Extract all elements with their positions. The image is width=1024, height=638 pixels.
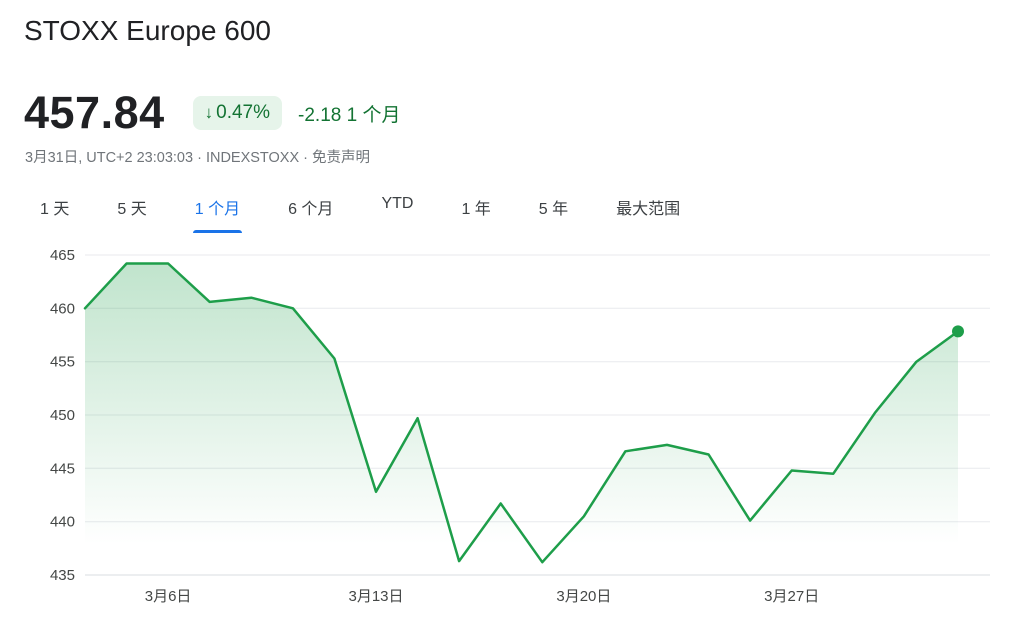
x-tick-label: 3月20日 <box>556 588 611 605</box>
page-title: STOXX Europe 600 <box>24 15 271 46</box>
price-area <box>85 263 958 575</box>
quote-meta: 3月31日, UTC+2 23:03:03 · INDEXSTOXX · 免责声… <box>25 146 1024 167</box>
tab-5y[interactable]: 5 年 <box>538 201 569 218</box>
y-tick-label: 460 <box>50 300 75 317</box>
chart-area: 435 440 445 450 455 460 465 3月6日 3月13日 3月20日 3月27日 <box>0 243 1024 623</box>
last-price-dot <box>952 325 964 338</box>
tab-6m[interactable]: 6 个月 <box>288 201 334 218</box>
y-tick-label: 455 <box>50 354 75 371</box>
y-tick-label: 435 <box>50 567 75 584</box>
x-tick-label: 3月27日 <box>764 588 819 605</box>
change-badge: ↓ 0.47% <box>192 96 283 130</box>
current-price: 457.84 <box>24 87 165 138</box>
tab-1y[interactable]: 1 年 <box>461 201 491 218</box>
quote-row: 457.84 ↓ 0.47% -2.18 1 个月 <box>24 90 1024 136</box>
tab-ytd[interactable]: YTD <box>381 195 414 212</box>
range-tabs: 1 天 5 天 1 个月 6 个月 YTD 1 年 5 年 最大范围 <box>40 195 1024 233</box>
y-tick-label: 445 <box>50 460 75 477</box>
disclaimer-link[interactable]: 免责声明 <box>312 150 371 166</box>
down-arrow-icon: ↓ <box>204 103 214 122</box>
quote-timestamp: 3月31日, UTC+2 23:03:03 · INDEXSTOXX · <box>25 150 313 166</box>
change-amount: -2.18 1 个月 <box>298 104 401 126</box>
price-chart: 435 440 445 450 455 460 465 3月6日 3月13日 3月20日 3月27日 <box>50 247 990 605</box>
x-tick-label: 3月6日 <box>145 588 192 605</box>
y-tick-label: 450 <box>50 407 75 424</box>
tab-5d[interactable]: 5 天 <box>117 201 147 218</box>
price-line <box>83 262 960 564</box>
tab-max[interactable]: 最大范围 <box>616 201 681 218</box>
tab-1m[interactable]: 1 个月 <box>192 195 243 233</box>
y-tick-label: 440 <box>50 514 75 531</box>
change-percent: 0.47% <box>216 102 271 123</box>
tab-1d[interactable]: 1 天 <box>40 201 70 218</box>
x-tick-label: 3月13日 <box>348 588 403 605</box>
y-tick-label: 465 <box>50 247 75 264</box>
